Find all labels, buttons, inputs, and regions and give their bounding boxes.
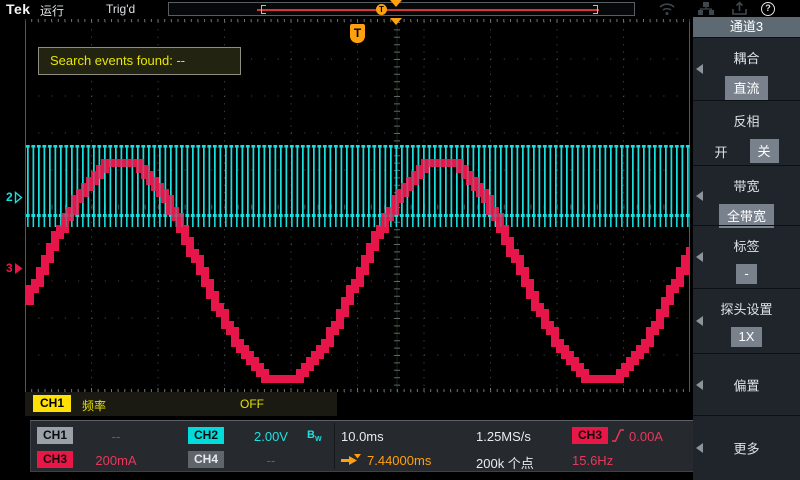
trigger-source-badge[interactable]: CH3 bbox=[572, 427, 609, 444]
menu-item-value: 直流 bbox=[725, 76, 768, 100]
bandwidth-limit-icon: BW bbox=[307, 429, 322, 444]
ch3-marker-arrow-icon bbox=[14, 262, 23, 274]
submenu-arrow-icon bbox=[696, 379, 703, 390]
invert-on-option[interactable]: 开 bbox=[714, 144, 728, 160]
ch2-marker-label: 2 bbox=[6, 190, 13, 204]
trigger-frequency: 15.6Hz bbox=[572, 453, 614, 468]
ch4-badge[interactable]: CH4 bbox=[188, 451, 225, 468]
record-view-line bbox=[257, 9, 599, 11]
status-divider bbox=[334, 423, 335, 469]
top-bar: Tek 运行 Trig'd T ? bbox=[0, 0, 800, 18]
menu-item-label: 探头设置 bbox=[720, 302, 773, 317]
menu-item-bandwidth[interactable]: 带宽 全带宽 bbox=[693, 165, 800, 228]
record-length: 200k 个点 bbox=[476, 456, 534, 471]
menu-item-coupling[interactable]: 耦合 直流 bbox=[693, 37, 800, 100]
measurement-source-badge: CH1 bbox=[33, 395, 72, 412]
trigger-status: Trig'd bbox=[106, 2, 136, 16]
menu-item-value: 全带宽 bbox=[718, 204, 774, 228]
measurement-bar[interactable]: CH1 频率 OFF bbox=[25, 392, 337, 416]
measurement-name: 频率 bbox=[82, 399, 107, 413]
trigger-level: 0.00A bbox=[629, 429, 663, 444]
side-menu-title: 通道3 bbox=[693, 17, 800, 37]
menu-item-invert[interactable]: 反相 开 关 bbox=[693, 100, 800, 165]
help-icon[interactable]: ? bbox=[761, 2, 775, 16]
menu-item-offset[interactable]: 偏置 bbox=[693, 353, 800, 415]
menu-item-label-setting[interactable]: 标签 - bbox=[693, 225, 800, 288]
submenu-arrow-icon bbox=[696, 190, 703, 201]
trigger-badge-icon: T bbox=[350, 24, 365, 43]
menu-item-value: - bbox=[736, 264, 757, 284]
tek-logo: Tek bbox=[6, 1, 31, 17]
ch1-scale: -- bbox=[111, 429, 121, 444]
status-bar: CH1 -- CH2 2.00V BW CH3 200mA CH4 -- 10.… bbox=[30, 420, 696, 472]
ch3-marker-label: 3 bbox=[6, 261, 13, 275]
delay-time: 7.44000ms bbox=[367, 453, 432, 468]
trigger-slope-icon bbox=[612, 429, 624, 442]
ch2-scale: 2.00V bbox=[254, 429, 288, 444]
menu-item-label: 反相 bbox=[733, 114, 760, 129]
network-icon bbox=[698, 2, 714, 15]
wifi-icon bbox=[659, 3, 675, 15]
horizontal-scale: 10.0ms bbox=[341, 429, 384, 444]
menu-item-more[interactable]: 更多 bbox=[693, 415, 800, 479]
side-menu: 通道3 耦合 直流 反相 开 关 带宽 全带宽 标签 - 探头设置 1X bbox=[693, 17, 800, 480]
submenu-arrow-icon bbox=[696, 316, 703, 326]
record-trigger-marker-icon: T bbox=[376, 4, 387, 15]
ch4-scale: -- bbox=[266, 453, 276, 468]
ch3-ground-marker[interactable]: 3 bbox=[6, 261, 23, 275]
menu-item-label: 带宽 bbox=[733, 179, 760, 194]
menu-item-label: 更多 bbox=[733, 441, 760, 456]
zoom-bracket-left-icon bbox=[261, 5, 266, 14]
ch2-marker-arrow-icon bbox=[14, 190, 23, 204]
ch2-badge[interactable]: CH2 bbox=[188, 427, 225, 444]
zoom-bracket-right-icon bbox=[593, 5, 598, 14]
ch3-scale: 200mA bbox=[95, 453, 137, 468]
menu-item-probe-setup[interactable]: 探头设置 1X bbox=[693, 288, 800, 353]
ch2-ground-marker[interactable]: 2 bbox=[6, 190, 23, 204]
submenu-arrow-icon bbox=[696, 64, 703, 74]
menu-item-label: 偏置 bbox=[733, 378, 760, 393]
menu-item-label: 标签 bbox=[733, 239, 760, 254]
waveform-display bbox=[25, 19, 690, 393]
trigger-position-triangle-icon bbox=[390, 18, 402, 25]
measurement-value: OFF bbox=[240, 397, 264, 411]
submenu-arrow-icon bbox=[696, 252, 703, 262]
delay-arrow-icon bbox=[341, 454, 361, 465]
search-events-banner: Search events found: -- bbox=[38, 47, 241, 75]
ch1-badge[interactable]: CH1 bbox=[37, 427, 74, 444]
submenu-arrow-icon bbox=[696, 442, 703, 453]
sample-rate: 1.25MS/s bbox=[476, 429, 531, 444]
invert-off-option[interactable]: 关 bbox=[749, 139, 779, 163]
menu-item-label: 耦合 bbox=[733, 51, 760, 66]
record-position-triangle-icon bbox=[390, 0, 402, 7]
ch3-badge[interactable]: CH3 bbox=[37, 451, 74, 468]
menu-item-value: 1X bbox=[730, 327, 763, 347]
acquisition-status: 运行 bbox=[40, 4, 65, 18]
export-icon bbox=[732, 1, 747, 15]
